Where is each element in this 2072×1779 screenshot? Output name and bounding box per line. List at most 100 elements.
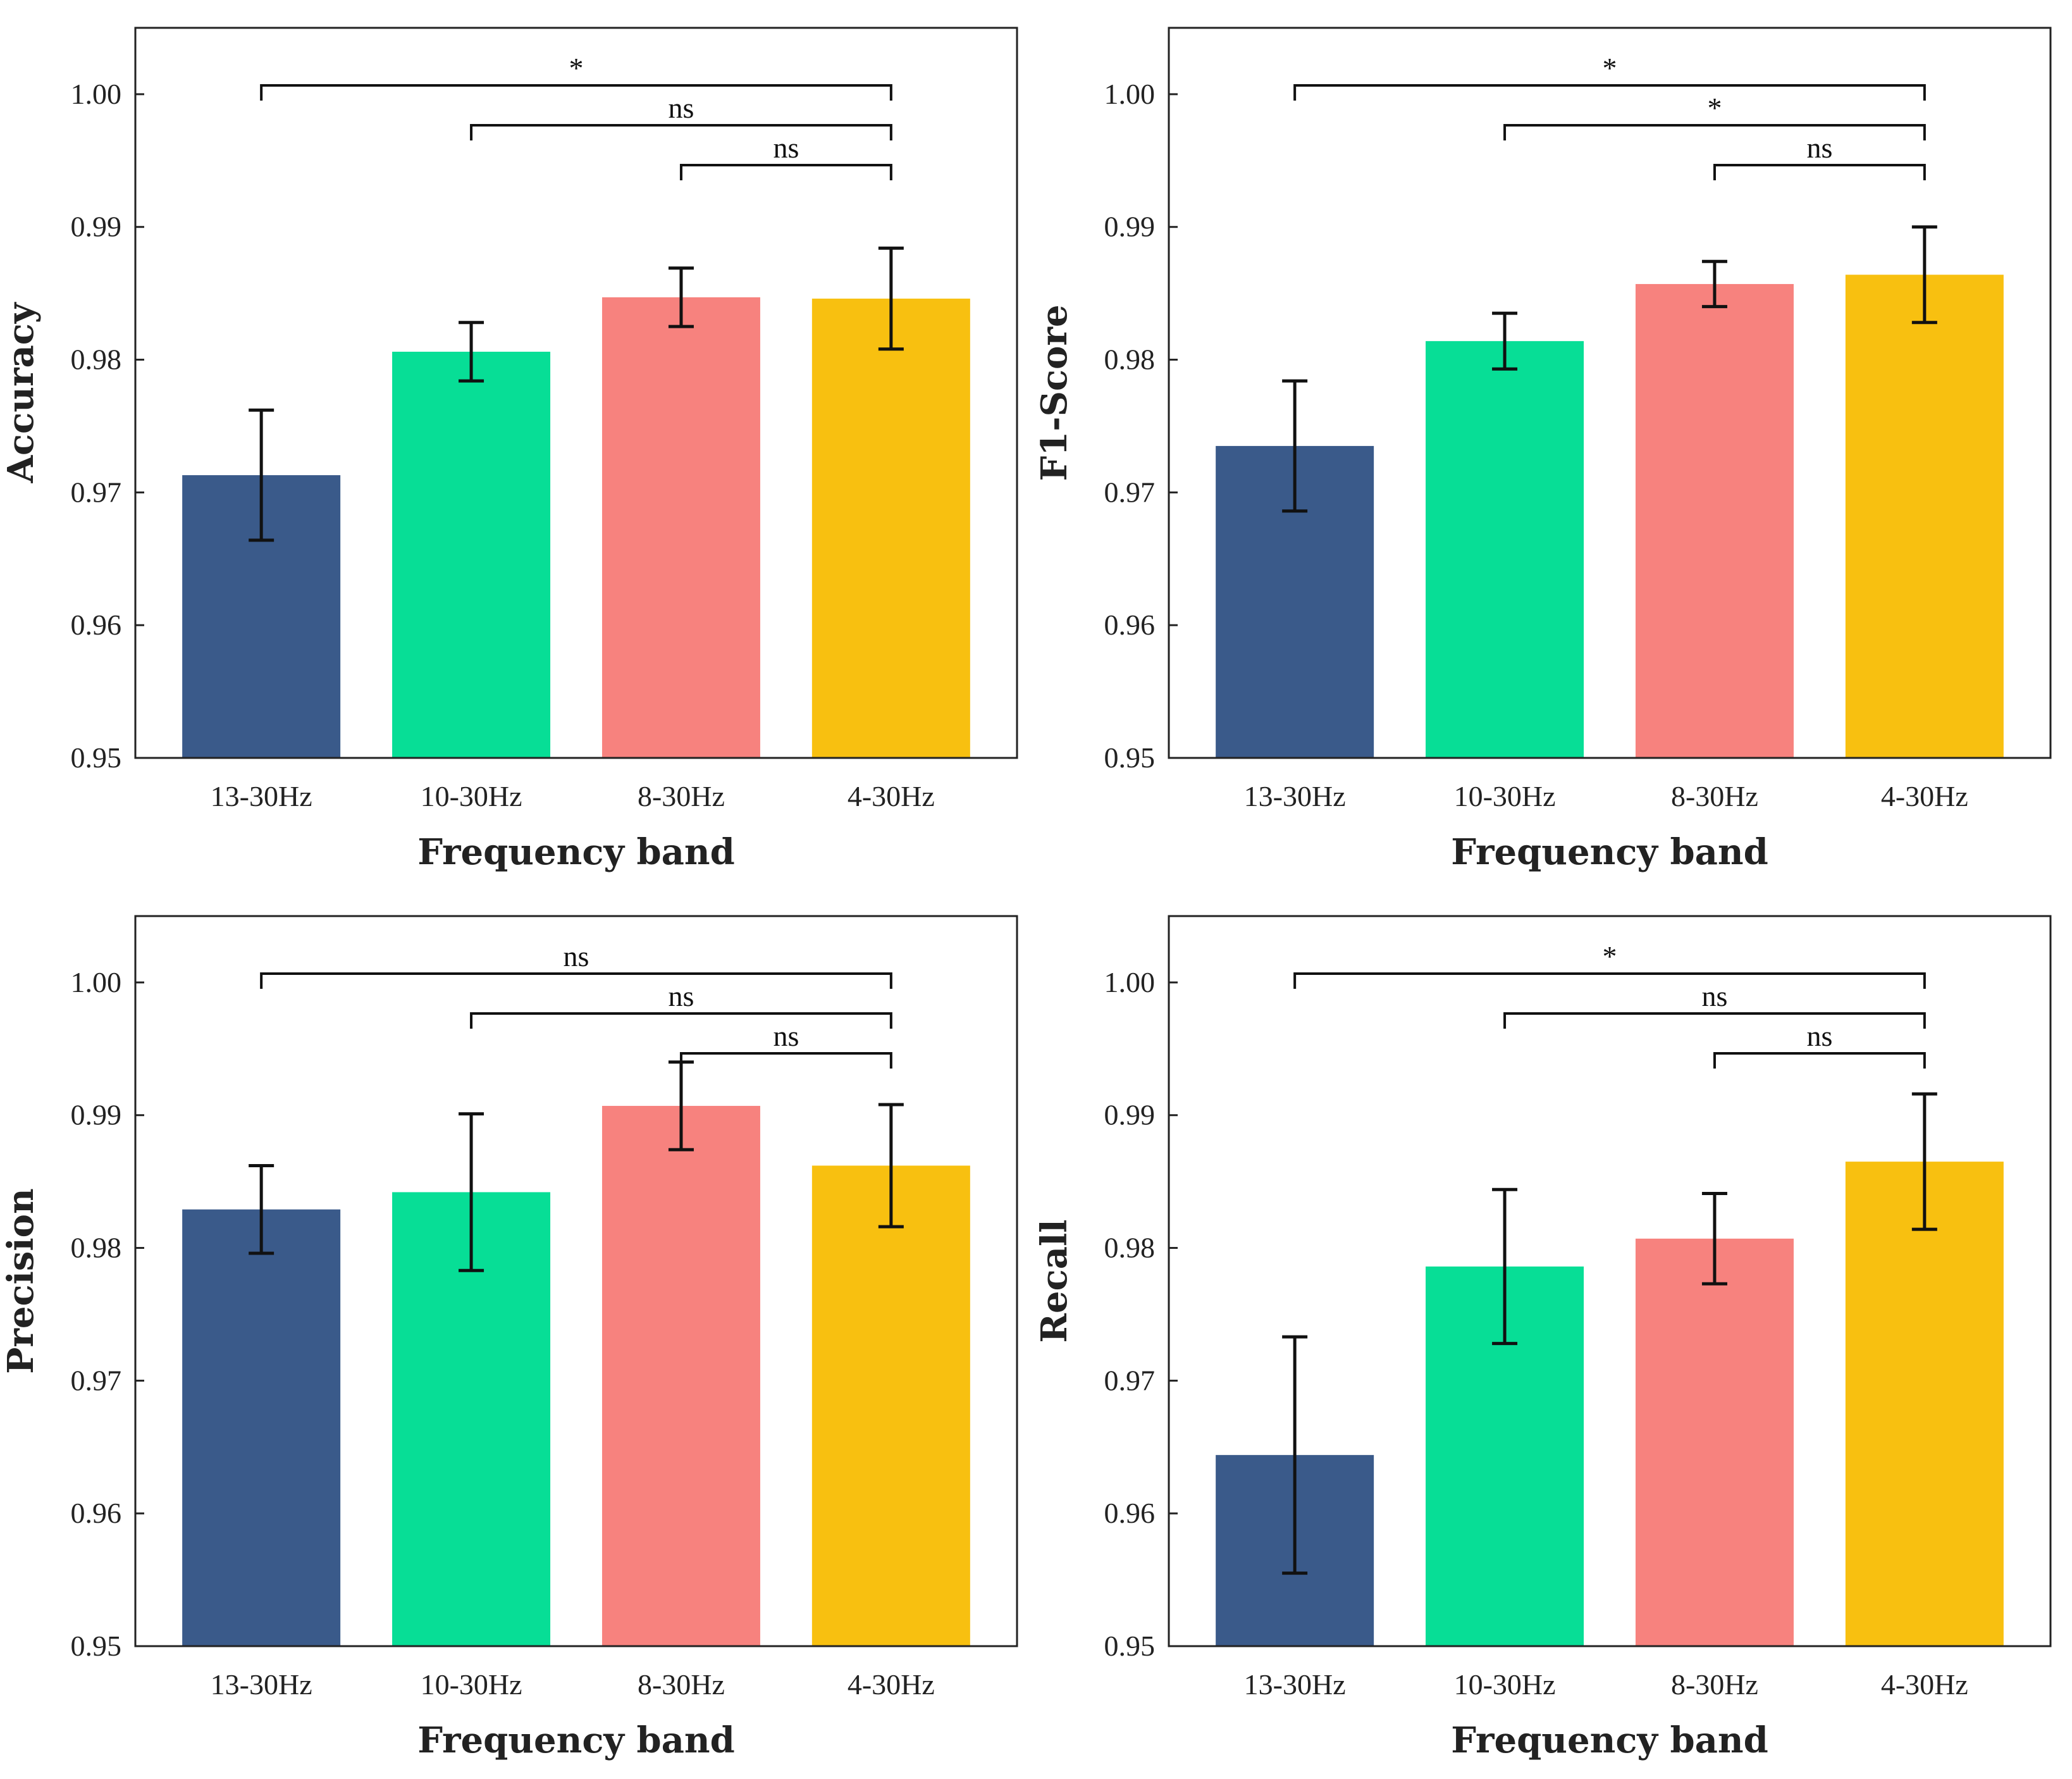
y-tick-label: 0.98 <box>71 1232 122 1264</box>
significance-bracket-1: ns <box>260 940 892 989</box>
bar-3 <box>1635 283 1794 758</box>
y-tick-label: 1.00 <box>71 78 122 110</box>
x-tick-label-2: 10-30Hz <box>421 1668 522 1701</box>
y-tick-label: 0.96 <box>71 1497 122 1529</box>
y-tick-label: 0.95 <box>1104 1630 1156 1662</box>
significance-label: ns <box>1806 132 1832 164</box>
error-bar-2 <box>1492 311 1518 371</box>
x-axis-title: Frequency band <box>417 831 735 873</box>
significance-bracket-3: ns <box>679 132 892 180</box>
y-tick-label: 0.96 <box>71 609 122 641</box>
bracket-line <box>1713 164 1926 180</box>
significance-label: ns <box>1806 1020 1832 1052</box>
x-tick-label-2: 10-30Hz <box>421 780 522 812</box>
significance-label: * <box>1707 92 1722 124</box>
bracket-line <box>1293 972 1926 989</box>
error-bar-1 <box>249 1163 274 1255</box>
significance-bracket-2: ns <box>470 980 892 1029</box>
significance-bracket-1: * <box>1293 940 1926 989</box>
y-tick-label: 0.96 <box>1104 1497 1156 1529</box>
bracket-line <box>679 164 892 180</box>
chart-panel-top-left: 0.95 0.96 0.97 0.98 0.99 1.00 13-30Hz 10-30Hz 8-… <box>0 27 1018 873</box>
y-tick-label: 0.95 <box>1104 741 1156 774</box>
significance-label: * <box>1603 940 1617 972</box>
error-bar-2 <box>459 321 484 383</box>
y-tick-label: 0.99 <box>1104 1099 1156 1131</box>
error-bar-2 <box>459 1112 484 1272</box>
x-tick-label-4: 4-30Hz <box>1881 1668 1968 1701</box>
y-axis-title: Accuracy <box>0 302 42 483</box>
significance-bracket-2: ns <box>470 92 892 140</box>
y-tick-label: 0.97 <box>1104 476 1156 508</box>
significance-label: ns <box>773 132 799 164</box>
axes-frame <box>134 27 1018 759</box>
bar-4 <box>1845 275 2004 758</box>
bracket-line <box>1503 1012 1926 1029</box>
bracket-line <box>1293 84 1926 101</box>
x-tick-label-4: 4-30Hz <box>848 1668 935 1701</box>
x-tick-label-1: 13-30Hz <box>1244 1668 1346 1701</box>
bar-4 <box>1845 1162 2004 1646</box>
x-axis-title: Frequency band <box>417 1720 735 1761</box>
bar-3 <box>601 1106 760 1646</box>
error-bar-1 <box>1282 1335 1308 1575</box>
bar-3 <box>1635 1238 1794 1646</box>
bracket-line <box>260 84 892 101</box>
error-bar-4 <box>878 1103 904 1229</box>
y-tick-label: 0.99 <box>71 1099 122 1131</box>
axes-frame <box>1168 27 2052 759</box>
x-axis-title: Frequency band <box>1451 1720 1768 1761</box>
error-bar-4 <box>878 246 904 351</box>
x-tick-label-3: 8-30Hz <box>638 780 725 812</box>
bracket-line <box>1713 1052 1926 1069</box>
y-tick-label: 0.95 <box>71 741 122 774</box>
x-tick-label-2: 10-30Hz <box>1454 1668 1556 1701</box>
bar-2 <box>392 351 551 758</box>
y-tick-label: 0.97 <box>71 476 122 508</box>
bracket-line <box>260 972 892 989</box>
significance-bracket-2: * <box>1503 92 1926 140</box>
y-tick-label: 0.98 <box>1104 344 1156 376</box>
significance-label: ns <box>668 92 694 124</box>
error-bar-3 <box>668 266 694 328</box>
axes-frame <box>1168 915 2052 1647</box>
significance-label: ns <box>668 980 694 1012</box>
x-tick-label-1: 13-30Hz <box>211 1668 312 1701</box>
x-axis-title: Frequency band <box>1451 831 1768 873</box>
significance-label: ns <box>773 1020 799 1052</box>
y-tick-label: 0.97 <box>1104 1364 1156 1396</box>
error-bar-1 <box>1282 379 1308 513</box>
y-tick-label: 1.00 <box>71 966 122 998</box>
bracket-line <box>1503 124 1926 140</box>
significance-bracket-3: ns <box>1713 132 1926 180</box>
significance-bracket-1: * <box>260 52 892 101</box>
error-bar-1 <box>249 408 274 542</box>
error-bar-4 <box>1911 1092 1937 1231</box>
significance-label: * <box>1603 52 1617 84</box>
y-tick-label: 1.00 <box>1104 966 1156 998</box>
bar-2 <box>1426 341 1584 758</box>
chart-panel-bottom-left: 0.95 0.96 0.97 0.98 0.99 1.00 13-30Hz 10-30Hz 8-… <box>0 915 1018 1761</box>
x-tick-label-4: 4-30Hz <box>1881 780 1968 812</box>
y-tick-label: 0.97 <box>71 1364 122 1396</box>
bracket-line <box>470 124 892 140</box>
x-tick-label-4: 4-30Hz <box>848 780 935 812</box>
x-tick-label-3: 8-30Hz <box>638 1668 725 1701</box>
significance-label: * <box>569 52 584 84</box>
y-axis-title: Precision <box>0 1188 42 1373</box>
y-tick-label: 0.98 <box>1104 1232 1156 1264</box>
y-tick-label: 1.00 <box>1104 78 1156 110</box>
bar-1 <box>182 1209 341 1646</box>
chart-panel-bottom-right: 0.95 0.96 0.97 0.98 0.99 1.00 13-30Hz 10-30Hz 8-… <box>1033 915 2052 1761</box>
error-bar-3 <box>1701 1192 1727 1286</box>
x-tick-label-3: 8-30Hz <box>1671 780 1758 812</box>
chart-panel-top-right: 0.95 0.96 0.97 0.98 0.99 1.00 13-30Hz 10-30Hz 8-… <box>1033 27 2052 873</box>
error-bar-4 <box>1911 225 1937 325</box>
significance-label: ns <box>564 940 589 972</box>
significance-bracket-2: ns <box>1503 980 1926 1029</box>
bar-3 <box>601 297 760 758</box>
bracket-line <box>470 1012 892 1029</box>
y-axis-title: F1-Score <box>1033 305 1075 481</box>
y-axis-title: Recall <box>1033 1219 1075 1342</box>
